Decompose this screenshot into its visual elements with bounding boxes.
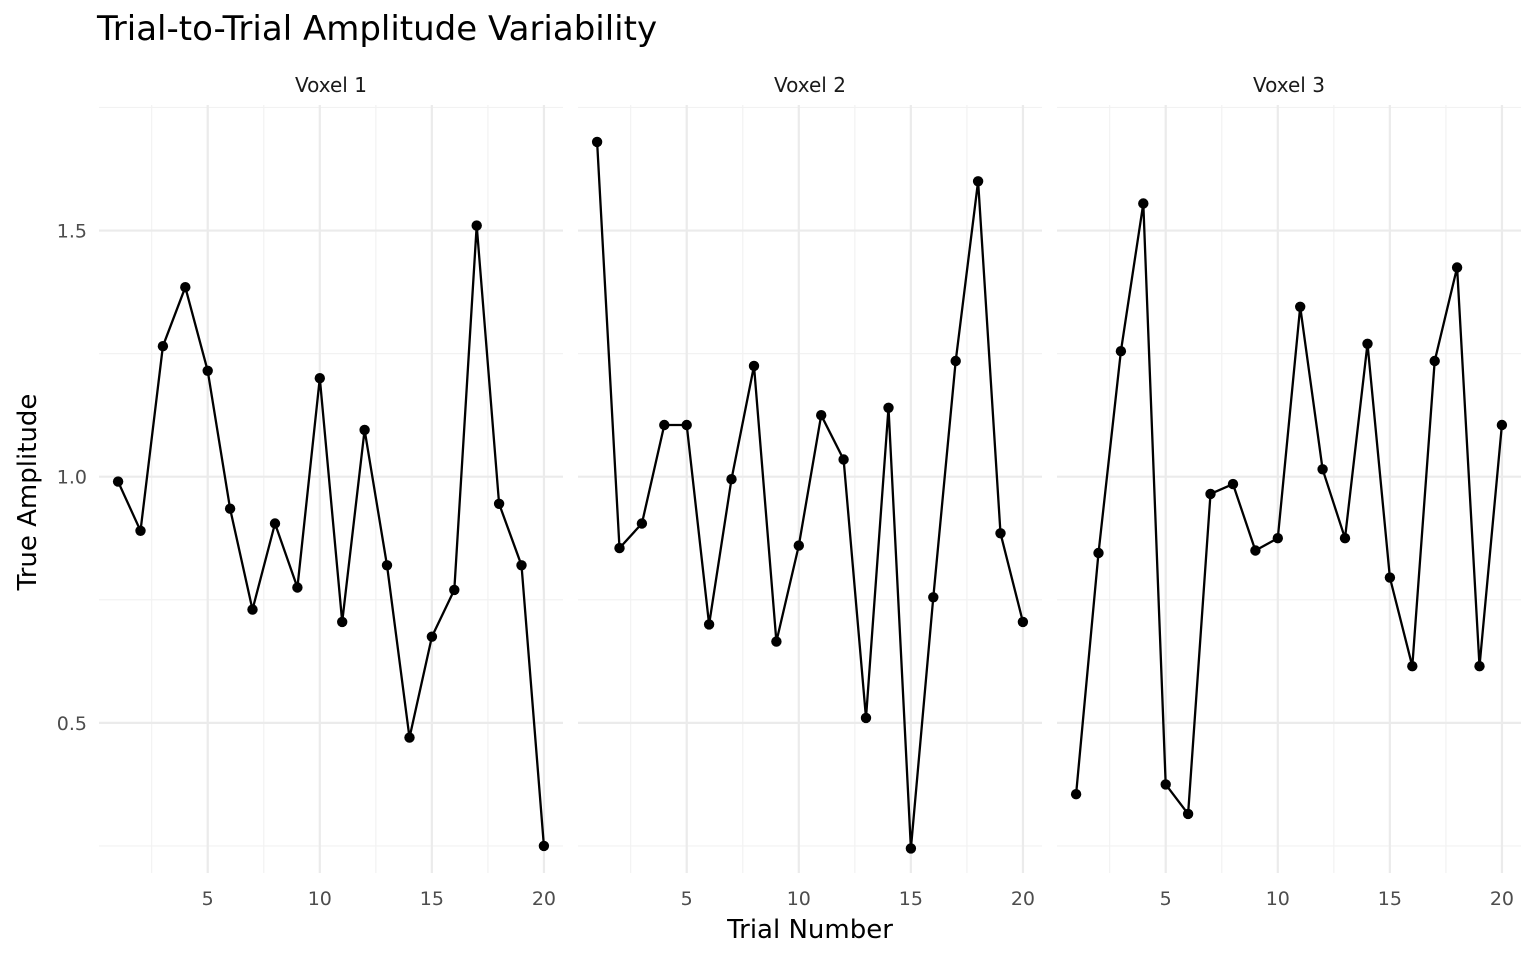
- y-tick-label: 0.5: [57, 713, 87, 735]
- data-point: [404, 732, 415, 743]
- data-point: [224, 503, 236, 514]
- data-point: [883, 402, 894, 413]
- facet-panel-2: Voxel 2 5 10 15 20: [578, 73, 1042, 910]
- data-point: [471, 220, 482, 231]
- data-point: [449, 584, 460, 596]
- x-tick-label: 20: [532, 888, 556, 910]
- data-point: [1362, 338, 1373, 349]
- data-point: [292, 582, 303, 593]
- data-point: [157, 341, 169, 352]
- data-point: [1017, 616, 1029, 628]
- data-point: [337, 616, 348, 628]
- data-point: [538, 840, 550, 852]
- data-point: [793, 540, 804, 551]
- data-point: [1451, 262, 1463, 273]
- series-line: [595, 141, 1025, 850]
- data-point: [1070, 789, 1082, 800]
- data-point: [1295, 301, 1306, 312]
- x-tick-label: 10: [1266, 888, 1290, 910]
- x-tick-label: 10: [787, 888, 811, 910]
- data-point: [995, 528, 1006, 539]
- facet-panel-3: Voxel 3 5 10 15 20: [1057, 73, 1521, 910]
- data-point: [771, 636, 782, 647]
- x-tick-label: 5: [1160, 888, 1172, 910]
- data-point: [381, 560, 393, 571]
- data-point: [726, 474, 737, 485]
- data-point: [681, 419, 692, 431]
- x-tick-label: 5: [202, 888, 214, 910]
- data-point: [493, 498, 505, 509]
- data-point: [426, 631, 438, 642]
- data-point: [112, 476, 124, 487]
- y-tick-label: 1.0: [57, 467, 87, 489]
- facet-strip-label: Voxel 2: [774, 73, 846, 97]
- data-point: [928, 592, 939, 603]
- data-point: [905, 843, 917, 854]
- data-point: [1474, 661, 1485, 672]
- data-point: [269, 518, 281, 529]
- x-tick-label: 20: [1490, 888, 1514, 910]
- data-point: [703, 619, 715, 630]
- data-point: [614, 542, 625, 554]
- data-point: [1496, 419, 1508, 431]
- data-point: [972, 176, 984, 187]
- x-axis-title: Trial Number: [726, 915, 893, 945]
- data-point: [1160, 779, 1171, 790]
- data-point: [838, 454, 849, 465]
- x-tick-label: 10: [308, 888, 332, 910]
- x-tick-label: 15: [1378, 888, 1402, 910]
- x-tick-label: 15: [420, 888, 444, 910]
- data-point: [1205, 488, 1216, 500]
- data-point: [1138, 198, 1149, 209]
- data-point: [1250, 545, 1261, 556]
- data-point: [748, 360, 760, 372]
- data-point: [1115, 346, 1127, 357]
- data-point: [860, 712, 872, 724]
- data-point: [247, 604, 258, 615]
- y-tick-label: 1.5: [57, 221, 87, 243]
- data-point: [1384, 572, 1396, 583]
- facet-strip-label: Voxel 3: [1253, 73, 1325, 97]
- data-point: [516, 560, 527, 571]
- facet-panel-1: Voxel 1 5 10 15 20 0.5 1.0 1.5: [57, 73, 563, 910]
- data-point: [135, 525, 146, 536]
- y-axis-title: True Amplitude: [13, 394, 43, 592]
- data-point: [180, 282, 191, 293]
- data-point: [1272, 533, 1284, 544]
- data-point: [950, 355, 961, 367]
- data-point: [359, 424, 370, 436]
- data-point: [591, 136, 603, 148]
- series-line: [117, 224, 546, 846]
- chart-title: Trial-to-Trial Amplitude Variability: [96, 9, 657, 49]
- data-point: [1407, 661, 1418, 672]
- data-point: [1093, 547, 1104, 559]
- data-point: [636, 518, 648, 529]
- data-point: [1227, 478, 1239, 490]
- data-point: [1182, 808, 1194, 820]
- data-point: [1317, 464, 1328, 475]
- data-point: [816, 410, 827, 421]
- facet-strip-label: Voxel 1: [295, 73, 367, 97]
- x-tick-label: 15: [899, 888, 923, 910]
- data-point: [1339, 533, 1351, 544]
- x-tick-label: 5: [681, 888, 693, 910]
- data-point: [314, 373, 325, 384]
- data-point: [659, 419, 670, 431]
- x-tick-label: 20: [1011, 888, 1035, 910]
- data-point: [1429, 355, 1440, 367]
- series-line: [1074, 202, 1504, 816]
- data-point: [202, 365, 213, 376]
